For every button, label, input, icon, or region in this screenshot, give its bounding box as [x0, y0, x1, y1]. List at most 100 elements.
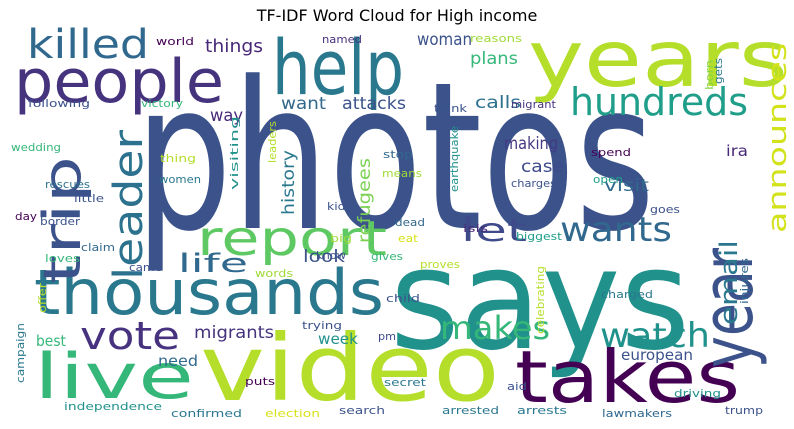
word-spend: spend: [591, 146, 631, 159]
word-refugees: refugees: [355, 158, 375, 243]
word-making: making: [504, 134, 558, 154]
word-trip: trip: [33, 156, 93, 284]
word-people: people: [14, 47, 224, 117]
word-calls: calls: [475, 93, 521, 113]
word-election: election: [265, 407, 320, 420]
word-came: came: [129, 261, 162, 274]
word-rescues: rescues: [45, 178, 90, 191]
word-eat: eat: [398, 232, 419, 245]
word-week: week: [318, 330, 358, 348]
word-claim: claim: [81, 241, 115, 254]
word-report: report: [197, 211, 387, 267]
word-secret: secret: [384, 376, 427, 389]
word-announces: announces: [763, 43, 793, 233]
word-world: world: [156, 35, 194, 48]
word-trying: trying: [302, 319, 342, 332]
word-watch: watch: [600, 316, 710, 356]
word-goes: goes: [650, 203, 680, 216]
word-open: open: [593, 173, 623, 186]
word-charged: charged: [601, 288, 653, 301]
word-attacks: attacks: [342, 94, 406, 114]
word-migrant: migrant: [511, 98, 557, 111]
word-day: day: [15, 210, 38, 223]
word-offer: offer: [36, 282, 49, 313]
word-know: know: [316, 249, 346, 262]
word-help: help: [272, 23, 404, 112]
word-proves: proves: [420, 258, 460, 271]
word-let: let: [461, 211, 527, 249]
word-thing: thing: [160, 152, 196, 165]
word-earthquake: earthquake: [448, 126, 461, 192]
word-confirmed: confirmed: [171, 407, 242, 420]
word-puts: puts: [245, 375, 275, 388]
word-women: women: [159, 173, 201, 186]
word-visiting: visiting: [228, 116, 241, 190]
word-case: case: [521, 157, 564, 177]
word-arrested: arrested: [442, 404, 499, 417]
word-killed: killed: [27, 22, 149, 68]
word-charges: charges: [511, 177, 556, 190]
word-think: think: [434, 102, 468, 115]
word-migrants: migrants: [194, 323, 274, 343]
word-loves: loves: [45, 252, 80, 265]
word-european: european: [621, 346, 693, 364]
chart-title: TF-IDF Word Cloud for High income: [256, 6, 538, 25]
word-way: way: [210, 106, 243, 126]
word-reasons: reasons: [470, 32, 522, 45]
word-photos: photos: [135, 39, 655, 277]
word-lawmakers: lawmakers: [602, 407, 672, 420]
word-following: following: [28, 97, 90, 110]
word-little: little: [74, 192, 104, 205]
word-border: border: [40, 215, 81, 228]
word-celebrating: celebrating: [534, 266, 547, 334]
word-video: video: [200, 315, 500, 422]
word-dead: dead: [395, 216, 425, 229]
word-biggest: biggest: [516, 230, 563, 243]
word-hundreds: hundreds: [570, 80, 748, 124]
word-victory: victory: [141, 97, 184, 110]
word-things: things: [205, 36, 263, 57]
word-aid: aid: [507, 380, 527, 393]
word-wedding: wedding: [11, 141, 61, 154]
word-look: look: [303, 247, 345, 267]
word-life: life: [178, 249, 248, 279]
word-child: child: [386, 292, 420, 305]
word-vote: vote: [80, 314, 180, 358]
word-named: named: [322, 33, 362, 46]
word-takes: takes: [515, 335, 740, 419]
word-trump: trump: [725, 404, 763, 417]
word-leaders: leaders: [266, 121, 279, 163]
word-driving: driving: [674, 387, 721, 400]
word-campaign: campaign: [14, 323, 27, 383]
word-kids: kids: [327, 200, 352, 213]
word-plans: plans: [470, 49, 518, 69]
word-best: best: [36, 332, 66, 350]
word-injures: injures: [738, 258, 751, 304]
word-big: big: [330, 232, 352, 245]
word-thousands: thousands: [34, 256, 384, 329]
word-wants: wants: [560, 210, 672, 250]
word-stop: stop: [383, 148, 413, 161]
word-history: history: [279, 150, 299, 215]
word-ira: ira: [726, 142, 748, 160]
word-need: need: [158, 352, 198, 370]
word-search: search: [339, 404, 385, 417]
word-leader: leader: [106, 129, 152, 280]
word-years: years: [528, 15, 788, 105]
word-email: email: [715, 240, 743, 325]
word-gives: gives: [371, 250, 403, 263]
word-born: born: [703, 60, 716, 90]
word-visit: visit: [604, 176, 649, 196]
word-pm: pm: [378, 330, 396, 343]
word-arrests: arrests: [517, 404, 567, 417]
word-isis: isis: [463, 222, 488, 235]
word-words: words: [255, 267, 293, 280]
word-says: says: [390, 219, 690, 382]
word-want: want: [281, 94, 326, 114]
word-makes: makes: [440, 309, 550, 347]
word-means: means: [382, 167, 422, 180]
word-independence: independence: [64, 400, 162, 413]
word-live: live: [34, 340, 194, 413]
word-woman: woman: [417, 30, 472, 50]
